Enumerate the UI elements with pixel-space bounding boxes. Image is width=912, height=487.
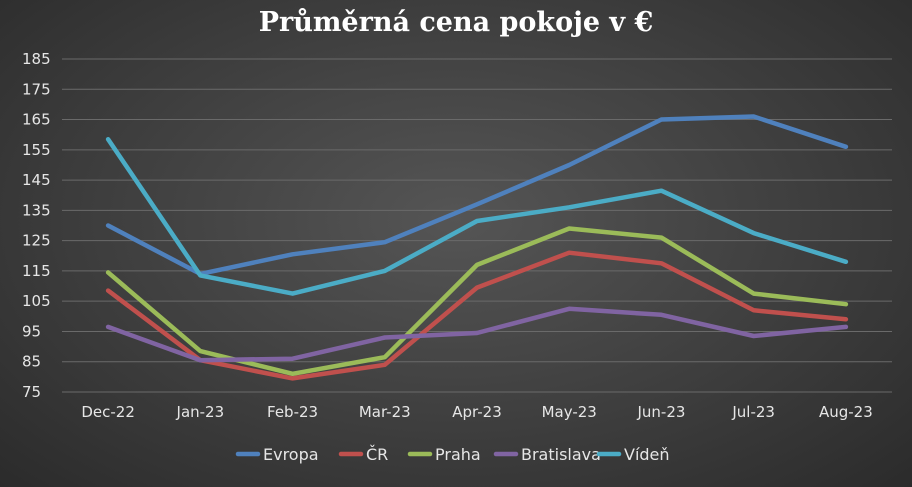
series-line-vídeň (105, 136, 849, 296)
legend: Evropa ČR Praha Bratislava Vídeň (235, 445, 670, 464)
y-tick-label: 95 (22, 322, 41, 340)
y-tick-label: 145 (22, 171, 51, 189)
x-tick-label: Jun-23 (636, 403, 685, 421)
y-tick-label: 135 (22, 201, 51, 219)
series-line-čr (105, 250, 849, 381)
chart-title: Průměrná cena pokoje v € (259, 6, 654, 38)
y-tick-label: 105 (22, 292, 51, 310)
y-axis: 75 85 95 105 115 125 135 145 155 165 175 185 (22, 50, 51, 401)
x-axis: Dec-22 Jan-23 Feb-23 Mar-23 Apr-23 May-23 Jun-… (81, 403, 872, 421)
x-tick-label: Aug-23 (819, 403, 873, 421)
legend-label: Vídeň (624, 445, 670, 464)
x-tick-label: Mar-23 (359, 403, 411, 421)
series-line-bratislava (105, 306, 849, 363)
legend-label: Bratislava (521, 445, 601, 464)
x-tick-label: Jan-23 (176, 403, 225, 421)
x-tick-label: Feb-23 (267, 403, 318, 421)
y-tick-label: 75 (22, 383, 41, 401)
x-tick-label: Dec-22 (81, 403, 135, 421)
x-tick-label: Apr-23 (452, 403, 502, 421)
y-tick-label: 185 (22, 50, 51, 68)
x-tick-label: Jul-23 (731, 403, 775, 421)
legend-label: Praha (435, 445, 481, 464)
y-tick-label: 115 (22, 262, 51, 280)
legend-label: Evropa (263, 445, 319, 464)
x-tick-label: May-23 (542, 403, 597, 421)
legend-label: ČR (366, 445, 388, 464)
series-line-evropa (105, 114, 849, 277)
y-tick-label: 165 (22, 111, 51, 129)
y-tick-label: 175 (22, 80, 51, 98)
series-lines (105, 114, 849, 381)
y-tick-label: 85 (22, 353, 41, 371)
y-tick-label: 125 (22, 232, 51, 250)
y-tick-label: 155 (22, 141, 51, 159)
